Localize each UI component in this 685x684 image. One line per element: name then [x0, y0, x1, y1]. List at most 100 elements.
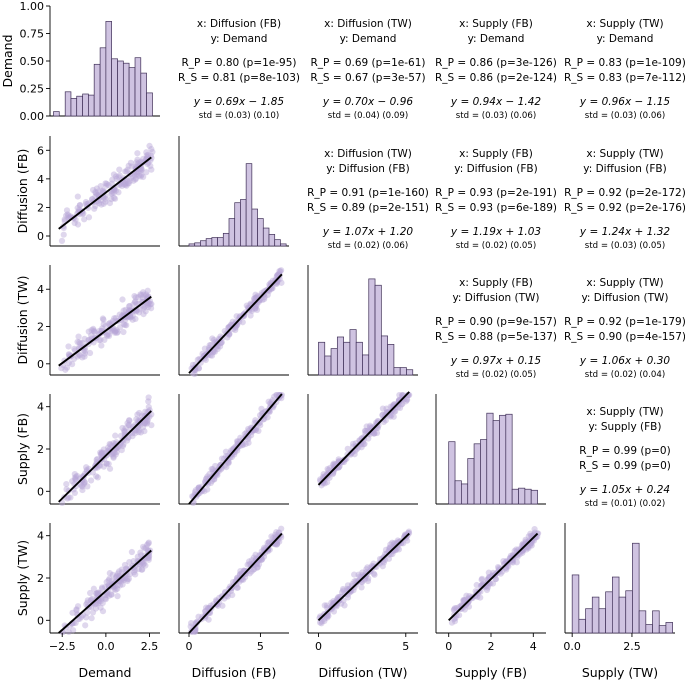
scatter-point — [133, 159, 140, 166]
scatter-point — [99, 325, 106, 332]
scatter-point — [72, 476, 79, 484]
scatter-point — [92, 190, 100, 197]
spearman-r: R_S = 0.89 (p=2e-151) — [307, 202, 429, 214]
scatter-point — [106, 200, 114, 207]
scatter-point — [112, 432, 119, 439]
scatter-point — [101, 455, 108, 463]
pearson-r: R_P = 0.99 (p=0) — [579, 445, 670, 457]
y-axis-supply-fb: 0 2 4 Supply (FB) — [15, 401, 50, 498]
scatter-point — [261, 544, 268, 551]
scatter-point — [59, 499, 66, 507]
scatter-point — [276, 268, 283, 275]
scatter-point — [474, 593, 481, 600]
scatter-point — [111, 585, 118, 593]
scatter-point — [205, 616, 212, 623]
scatter-point — [252, 291, 259, 298]
scatter-point — [396, 391, 403, 399]
scatter-point — [451, 606, 458, 613]
scatter-point — [124, 419, 131, 427]
scatter-point — [211, 348, 219, 355]
scatter-point — [212, 462, 219, 470]
scatter-point — [134, 150, 141, 157]
scatter-point — [110, 453, 117, 460]
fit-equation: y = 0.94x − 1.42 — [450, 96, 541, 108]
scatter-point — [364, 564, 371, 571]
scatter-point — [113, 329, 120, 337]
scatter-point — [64, 495, 71, 502]
histogram-bar — [571, 574, 580, 634]
scatter-point — [248, 557, 255, 564]
scatter-point — [399, 394, 406, 401]
scatter-point — [278, 525, 285, 532]
scatter-point — [206, 342, 213, 349]
scatter-point — [532, 534, 539, 541]
scatter-point — [318, 618, 325, 625]
scatter-point — [81, 478, 88, 485]
x-axis-diffusion-tw: 0 5 Diffusion (TW) — [315, 633, 409, 680]
histogram-bar — [393, 367, 401, 376]
x-axis-label: Diffusion (FB) — [192, 665, 277, 680]
scatter-point — [382, 546, 390, 553]
x-axis-supply-tw: 0.0 2.5 Supply (TW) — [563, 633, 658, 680]
scatter-point — [99, 608, 107, 615]
histogram-bar — [467, 458, 475, 505]
histogram-bar — [406, 369, 414, 376]
scatter-point — [126, 422, 133, 429]
scatter-point — [351, 584, 358, 591]
histogram-bar — [240, 199, 247, 247]
scatter-point — [133, 170, 140, 178]
scatter-point — [251, 295, 258, 302]
fit-std: std = (0.03) (0.10) — [199, 111, 279, 121]
scatter-point — [249, 427, 256, 434]
histogram-bar — [598, 608, 607, 634]
scatter-point — [371, 430, 378, 437]
scatter-point — [147, 301, 154, 308]
scatter-point — [145, 539, 152, 546]
scatter-point — [102, 195, 109, 202]
y-tick-label: 2 — [37, 572, 44, 585]
scatter-point — [116, 311, 123, 318]
scatter-point — [245, 439, 252, 446]
scatter-point — [108, 577, 116, 584]
scatter-point — [371, 423, 378, 430]
scatter-supply-tw-vs-diffusion-tw — [307, 523, 418, 634]
scatter-point — [108, 327, 115, 334]
scatter-point — [188, 620, 195, 627]
stats-diffusion-tw-vs-demand: x: Diffusion (TW) y: Demand R_P = 0.69 (p=… — [310, 18, 425, 121]
scatter-point — [130, 558, 137, 565]
scatter-point — [110, 440, 117, 447]
scatter-points — [58, 287, 155, 373]
scatter-point — [391, 543, 398, 550]
histogram-bar — [454, 480, 462, 505]
scatter-point — [71, 489, 78, 497]
fit-equation: y = 0.70x − 0.96 — [322, 96, 413, 108]
stats-y-label: y: Diffusion (TW) — [452, 292, 539, 304]
scatter-point — [509, 559, 517, 566]
scatter-point — [195, 365, 202, 372]
scatter-point — [79, 483, 86, 490]
scatter-point — [460, 596, 467, 604]
scatter-point — [122, 575, 129, 582]
scatter-point — [318, 620, 325, 627]
scatter-point — [145, 299, 152, 307]
scatter-point — [81, 350, 88, 357]
scatter-point — [127, 571, 134, 578]
scatter-point — [76, 352, 83, 359]
scatter-point — [140, 173, 147, 181]
scatter-point — [88, 332, 95, 339]
scatter-point — [195, 365, 202, 372]
scatter-point — [99, 187, 106, 194]
scatter-point — [111, 315, 118, 322]
scatter-point — [347, 588, 354, 595]
scatter-point — [74, 603, 82, 610]
scatter-point — [344, 582, 352, 589]
scatter-point — [131, 298, 138, 306]
scatter-point — [90, 325, 97, 333]
histogram-diffusion-tw — [307, 265, 418, 376]
scatter-point — [84, 609, 91, 616]
scatter-point — [118, 578, 125, 585]
scatter-point — [187, 623, 194, 630]
x-tick-label: 0.0 — [563, 640, 581, 653]
scatter-point — [450, 606, 458, 614]
scatter-point — [273, 529, 280, 536]
